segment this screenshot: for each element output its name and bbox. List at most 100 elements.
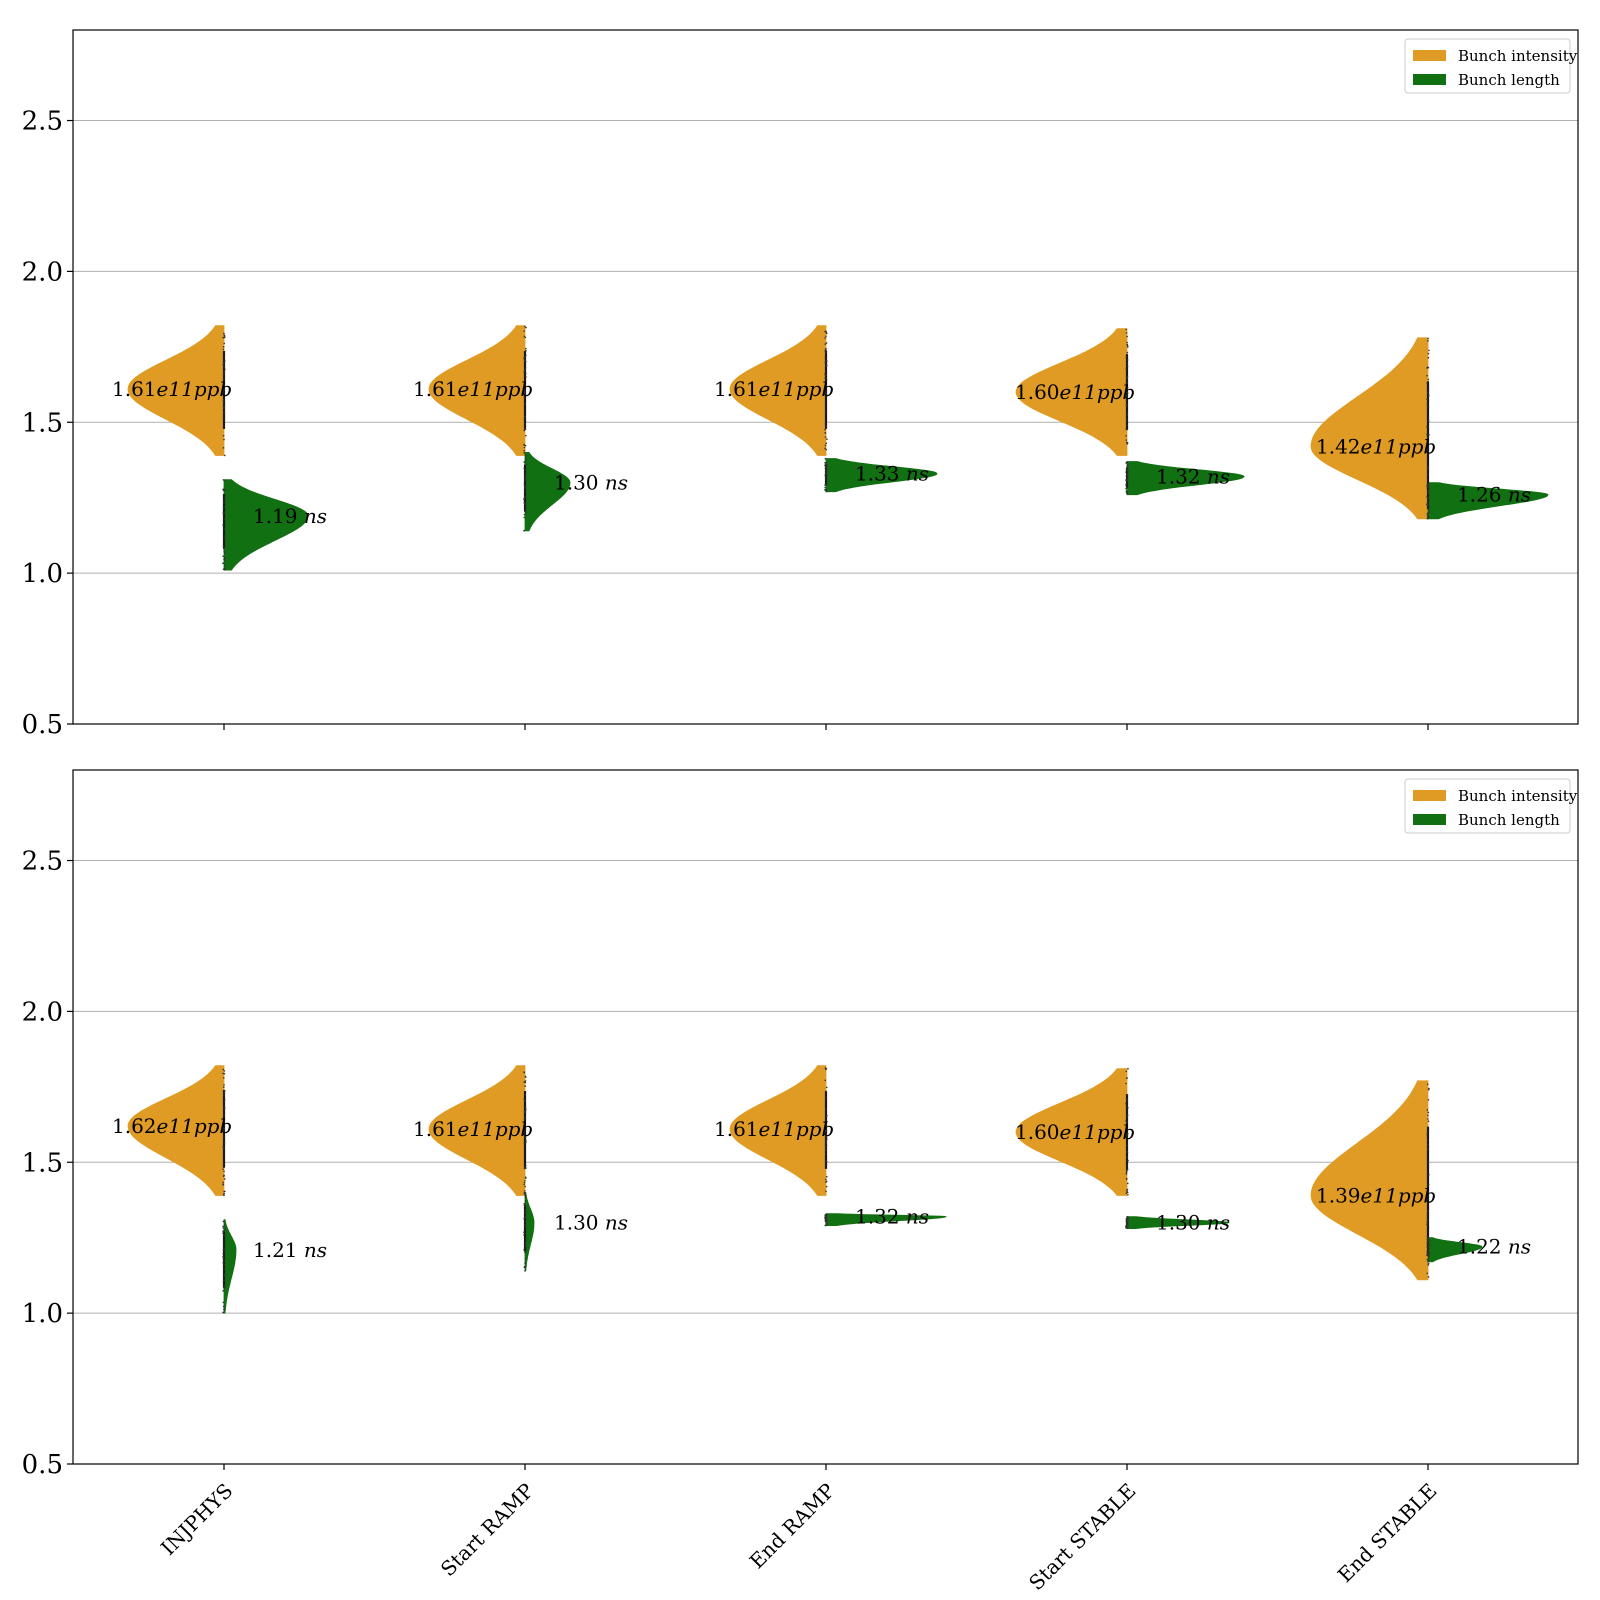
sample-dot	[1126, 461, 1129, 463]
intensity-label-value: 1.60	[1015, 380, 1060, 404]
intensity-label: 1.61e11ppb	[413, 377, 533, 401]
sample-dot	[222, 417, 225, 419]
sample-dot	[1126, 1156, 1128, 1158]
sample-dot	[825, 1190, 827, 1193]
legend-box	[1404, 38, 1571, 94]
sample-dot	[222, 1225, 224, 1228]
sample-dot	[523, 513, 526, 516]
sample-points	[824, 457, 828, 493]
length-label: 1.32 ns	[855, 1205, 929, 1229]
sample-dot	[222, 434, 225, 437]
sample-dot	[824, 377, 827, 379]
sample-dot	[1125, 394, 1128, 396]
sample-dot	[1427, 1276, 1430, 1278]
intensity-label-value: 1.62	[112, 1114, 157, 1138]
sample-dot	[523, 359, 526, 361]
sample-dot	[1125, 471, 1128, 474]
sample-dot	[524, 1105, 527, 1108]
sample-dot	[222, 1306, 225, 1308]
sample-dot	[222, 374, 225, 377]
sample-dot	[824, 1148, 827, 1151]
sample-dot	[824, 1220, 827, 1222]
sample-dot	[1125, 382, 1128, 384]
y-tick-label: 2.0	[22, 257, 63, 287]
sample-dot	[524, 427, 527, 429]
sample-dot	[524, 1080, 527, 1082]
sample-dot	[223, 546, 226, 549]
violin-group-start-stable	[1015, 1067, 1230, 1230]
sample-dot	[524, 488, 526, 490]
sample-dot	[825, 347, 827, 350]
sample-dot	[223, 548, 225, 550]
sample-dot	[222, 513, 225, 516]
sample-dot	[1127, 1159, 1129, 1162]
length-violin	[524, 452, 571, 532]
sample-dot	[1126, 1099, 1129, 1102]
sample-dot	[223, 1113, 226, 1116]
sample-dot	[223, 1094, 225, 1097]
sample-dot	[824, 457, 827, 460]
sample-dot	[1427, 1130, 1430, 1133]
sample-dot	[1426, 1223, 1428, 1226]
legend-label: Bunch length	[1458, 71, 1560, 89]
sample-dot	[1427, 1088, 1430, 1091]
sample-dot	[523, 1217, 525, 1220]
sample-dot	[1126, 386, 1129, 389]
sample-dot	[224, 552, 226, 554]
sample-dot	[1427, 419, 1430, 422]
sample-dot	[1427, 352, 1430, 355]
sample-dot	[523, 446, 526, 449]
sample-dot	[826, 1114, 828, 1117]
sample-dot	[1126, 1114, 1129, 1117]
sample-dot	[224, 479, 226, 482]
x-tick-label: End STABLE	[1333, 1478, 1442, 1587]
sample-dot	[222, 507, 225, 509]
sample-dot	[524, 369, 526, 371]
sample-dot	[223, 1268, 225, 1270]
length-label-unit: ns	[900, 1205, 930, 1229]
sample-dot	[1126, 365, 1129, 368]
sample-dot	[223, 1099, 226, 1101]
sample-dot	[1126, 335, 1128, 338]
sample-dot	[523, 483, 526, 486]
sample-dot	[223, 1089, 226, 1092]
sample-dot	[223, 1249, 226, 1251]
sample-dot	[1126, 1170, 1128, 1173]
violin-group-injphys	[127, 1065, 237, 1314]
sample-dot	[1125, 389, 1128, 391]
sample-dot	[223, 527, 225, 530]
sample-dot	[524, 1257, 527, 1260]
length-label: 1.21 ns	[253, 1238, 327, 1262]
sample-dot	[1125, 1165, 1128, 1167]
sample-dot	[223, 1192, 225, 1195]
length-label-value: 1.30	[554, 471, 599, 495]
sample-dot	[1428, 434, 1430, 436]
sample-dot	[223, 1142, 226, 1145]
sample-dot	[223, 1223, 226, 1226]
sample-dot	[825, 351, 828, 354]
length-label-value: 1.21	[253, 1238, 298, 1262]
sample-dot	[1125, 492, 1128, 494]
sample-dot	[824, 447, 826, 450]
sample-dot	[824, 357, 827, 359]
length-label-value: 1.33	[855, 462, 900, 486]
sample-dot	[1427, 1161, 1430, 1164]
sample-dot	[1125, 1173, 1128, 1175]
sample-dot	[223, 1147, 225, 1150]
sample-dot	[524, 355, 527, 358]
sample-dot	[825, 484, 828, 486]
sample-dot	[825, 1213, 828, 1215]
sample-dot	[1126, 362, 1128, 365]
sample-dot	[1426, 374, 1428, 377]
sample-dot	[824, 392, 827, 394]
sample-dot	[1127, 1067, 1129, 1070]
sample-dot	[523, 1248, 525, 1251]
sample-dot	[1125, 367, 1128, 370]
length-label-value: 1.30	[554, 1211, 599, 1235]
sample-points	[824, 330, 828, 451]
sample-points	[222, 1220, 226, 1314]
sample-dot	[1126, 392, 1129, 394]
sample-dot	[825, 1091, 827, 1093]
intensity-violin	[127, 1065, 225, 1196]
sample-dot	[524, 325, 526, 328]
